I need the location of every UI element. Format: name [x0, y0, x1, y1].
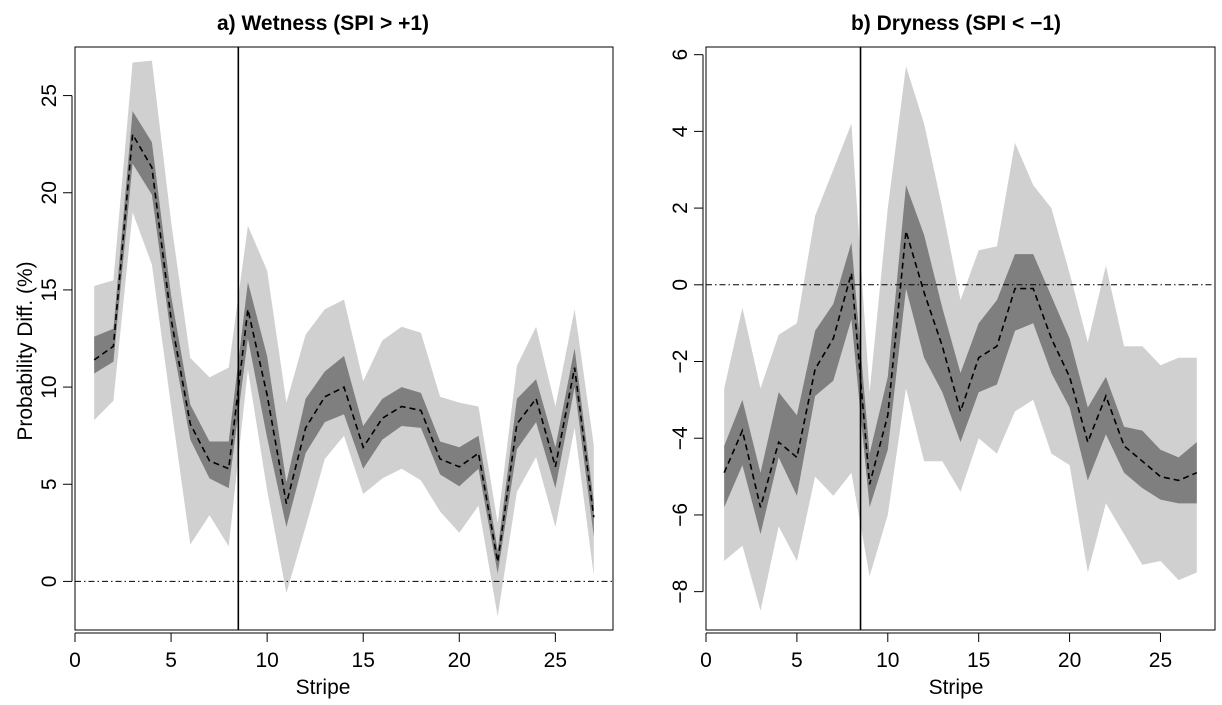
x-tick-label: 25	[1149, 649, 1172, 672]
x-tick-label: 0	[700, 649, 712, 672]
x-tick-label: 15	[967, 649, 990, 672]
median-series-line	[723, 230, 1198, 508]
y-tick-label: 6	[669, 49, 692, 61]
inner-band	[94, 111, 594, 574]
x-tick-label: 25	[544, 649, 567, 672]
y-tick-label: −2	[669, 350, 692, 374]
y-tick-label: 5	[38, 478, 61, 490]
inner-band	[724, 185, 1197, 535]
y-tick-label: 0	[669, 279, 692, 291]
x-tick-label: 5	[791, 649, 803, 672]
x-tick-label: 10	[255, 649, 278, 672]
y-tick-label: 25	[38, 84, 61, 107]
y-axis-label: Probability Diff. (%)	[14, 261, 37, 440]
outer-band	[724, 66, 1197, 611]
y-tick-label: −8	[669, 580, 692, 604]
y-tick-label: −4	[669, 426, 692, 450]
x-tick-label: 15	[352, 649, 375, 672]
x-tick-label: 20	[448, 649, 471, 672]
y-tick-label: 15	[38, 278, 61, 301]
median-series-line	[93, 131, 595, 563]
x-tick-label: 0	[69, 649, 81, 672]
y-tick-label: −6	[669, 503, 692, 527]
y-tick-label: 10	[38, 375, 61, 398]
plot-frame	[74, 46, 614, 631]
panel-dryness: b) Dryness (SPI < −1) Stripe 0 5 10 15 20 25−…	[669, 12, 1216, 699]
x-tick-label: 10	[876, 649, 899, 672]
y-tick-label: 2	[669, 202, 692, 214]
x-tick-label: 20	[1058, 649, 1081, 672]
y-tick-label: 20	[38, 181, 61, 204]
x-axis-label: Stripe	[296, 676, 351, 699]
outer-band	[94, 60, 594, 617]
y-tick-label: 4	[669, 125, 692, 137]
y-tick-label: 0	[38, 576, 61, 588]
panel-wetness: a) Wetness (SPI > +1) Stripe Probability…	[14, 12, 614, 699]
plot-frame	[705, 46, 1216, 631]
panel-title: a) Wetness (SPI > +1)	[217, 12, 429, 35]
x-tick-label: 5	[165, 649, 177, 672]
x-axis-label: Stripe	[929, 676, 984, 699]
panel-title: b) Dryness (SPI < −1)	[851, 12, 1061, 35]
